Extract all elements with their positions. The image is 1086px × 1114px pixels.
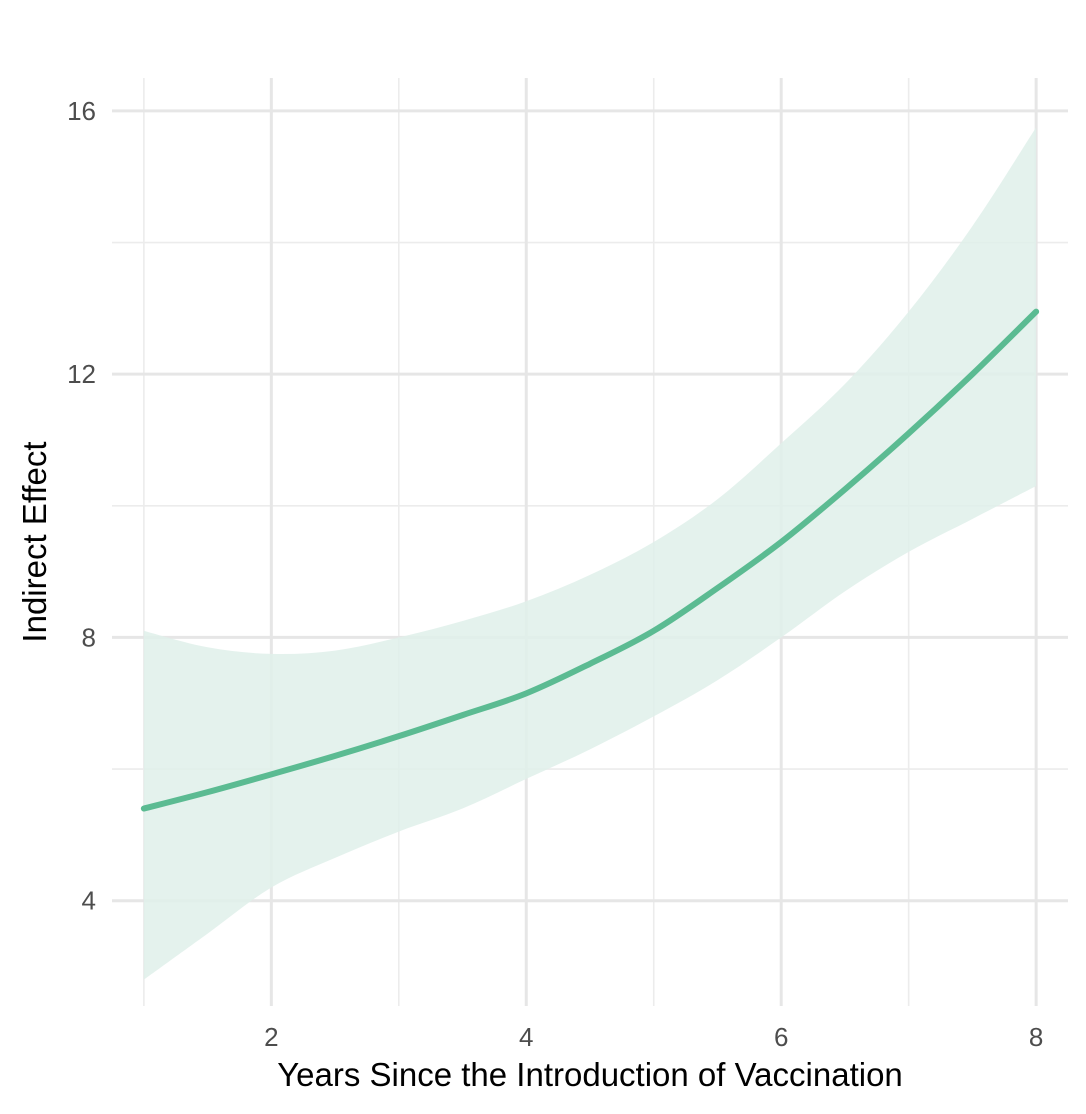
x-tick-label: 6 (774, 1022, 788, 1052)
y-tick-label: 12 (67, 359, 96, 389)
confidence-band (143, 127, 1037, 980)
x-tick-label: 2 (264, 1022, 278, 1052)
x-tick-label: 4 (519, 1022, 533, 1052)
x-tick-labels: 2 4 6 8 (264, 1022, 1043, 1052)
y-tick-label: 8 (82, 622, 96, 652)
y-tick-label: 16 (67, 96, 96, 126)
x-axis-title: Years Since the Introduction of Vaccinat… (277, 1056, 903, 1093)
series-line (140, 308, 1040, 812)
x-tick-label: 8 (1029, 1022, 1043, 1052)
y-tick-label: 4 (82, 886, 96, 916)
y-axis-title: Indirect Effect (16, 441, 53, 642)
y-tick-labels: 4 8 12 16 (67, 96, 96, 916)
